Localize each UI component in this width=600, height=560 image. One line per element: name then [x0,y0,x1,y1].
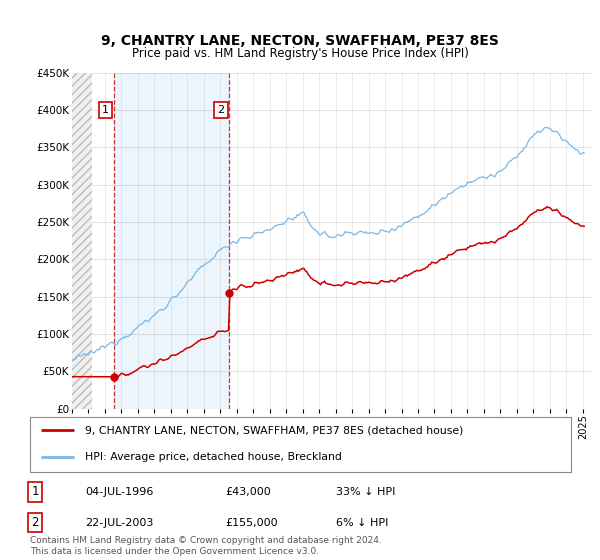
Text: £155,000: £155,000 [225,517,278,528]
Bar [114,73,229,409]
Text: 9, CHANTRY LANE, NECTON, SWAFFHAM, PE37 8ES: 9, CHANTRY LANE, NECTON, SWAFFHAM, PE37 … [101,34,499,48]
Text: £43,000: £43,000 [225,487,271,497]
Text: 9, CHANTRY LANE, NECTON, SWAFFHAM, PE37 8ES (detached house): 9, CHANTRY LANE, NECTON, SWAFFHAM, PE37 … [85,425,464,435]
Text: 33% ↓ HPI: 33% ↓ HPI [337,487,396,497]
Text: 6% ↓ HPI: 6% ↓ HPI [337,517,389,528]
Text: 1: 1 [31,486,39,498]
Text: 22-JUL-2003: 22-JUL-2003 [85,517,154,528]
Text: Contains HM Land Registry data © Crown copyright and database right 2024.
This d: Contains HM Land Registry data © Crown c… [29,536,382,556]
Text: 2: 2 [218,105,224,115]
Text: Price paid vs. HM Land Registry's House Price Index (HPI): Price paid vs. HM Land Registry's House … [131,47,469,60]
Text: 2: 2 [31,516,39,529]
Text: 04-JUL-1996: 04-JUL-1996 [85,487,154,497]
Text: 1: 1 [102,105,109,115]
Text: HPI: Average price, detached house, Breckland: HPI: Average price, detached house, Brec… [85,452,342,463]
FancyBboxPatch shape [29,417,571,472]
